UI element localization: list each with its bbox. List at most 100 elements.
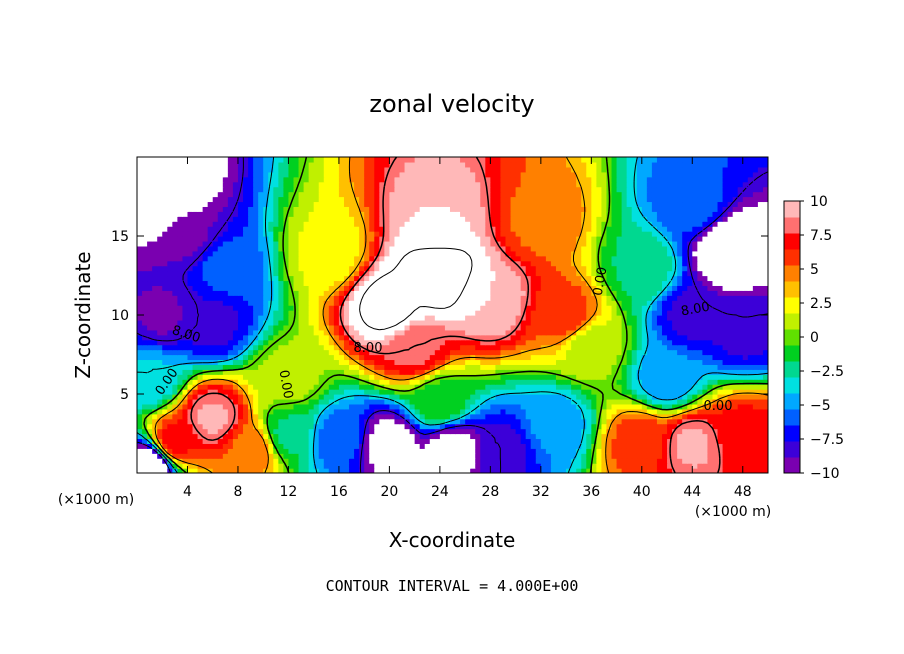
field-cell <box>672 359 678 365</box>
field-cell <box>520 438 527 444</box>
field-cell <box>752 394 759 400</box>
field-cell <box>495 458 502 464</box>
field-cell <box>414 413 421 420</box>
field-cell <box>667 319 673 326</box>
field-cell <box>667 290 673 296</box>
field-cell <box>520 384 527 390</box>
field-cell <box>258 280 264 286</box>
field-cell <box>581 369 587 375</box>
field-cell <box>641 319 648 326</box>
field-cell <box>555 433 562 440</box>
field-cell <box>525 398 532 405</box>
field-cell <box>747 354 754 361</box>
field-cell <box>510 315 517 321</box>
field-cell <box>641 438 648 444</box>
field-cell <box>217 319 224 326</box>
field-cell <box>611 458 618 464</box>
field-cell <box>505 305 512 311</box>
field-cell <box>323 413 330 420</box>
field-cell <box>485 463 491 469</box>
field-cell <box>722 349 729 356</box>
field-cell <box>434 285 441 291</box>
field-cell <box>414 433 421 440</box>
field-cell <box>273 463 279 469</box>
field-cell <box>444 398 451 405</box>
field-cell <box>470 275 476 282</box>
field-cell <box>525 453 532 459</box>
field-cell <box>692 408 698 415</box>
field-cell <box>656 379 663 385</box>
field-cell <box>677 408 683 415</box>
field-cell <box>162 339 168 346</box>
field-cell <box>187 379 194 385</box>
field-cell <box>374 458 380 464</box>
field-cell <box>581 379 587 385</box>
field-cell <box>354 329 360 336</box>
field-cell <box>717 359 724 365</box>
field-cell <box>429 290 436 296</box>
field-cell <box>449 443 456 449</box>
field-cell <box>697 295 703 301</box>
field-cell <box>677 334 683 341</box>
field-cell <box>500 280 507 286</box>
field-cell <box>535 448 542 454</box>
field-cell <box>727 315 734 321</box>
field-cell <box>354 344 360 351</box>
field-cell <box>364 334 370 341</box>
field-cell <box>278 458 284 464</box>
field-cell <box>248 418 254 425</box>
field-cell <box>475 468 481 473</box>
field-cell <box>525 374 532 380</box>
field-cell <box>237 334 244 341</box>
field-cell <box>530 364 537 370</box>
field-cell <box>561 300 567 306</box>
field-cell <box>359 428 365 435</box>
field-cell <box>162 433 168 440</box>
field-cell <box>429 468 436 473</box>
field-cell <box>500 310 507 316</box>
field-cell <box>475 324 481 331</box>
field-cell <box>374 364 380 370</box>
field-cell <box>752 310 759 316</box>
field-cell <box>606 280 613 286</box>
field-cell <box>202 324 209 331</box>
field-cell <box>586 344 592 351</box>
field-cell <box>535 453 542 459</box>
field-cell <box>545 290 552 296</box>
field-cell <box>707 463 714 469</box>
field-cell <box>677 374 683 380</box>
field-cell <box>318 344 325 351</box>
field-cell <box>354 443 360 449</box>
field-cell <box>379 359 385 365</box>
field-cell <box>212 310 219 316</box>
field-cell <box>530 349 537 356</box>
field-cell <box>192 389 199 395</box>
field-cell <box>732 310 739 316</box>
field-cell <box>369 305 375 311</box>
field-cell <box>480 324 486 331</box>
field-cell <box>535 305 542 311</box>
field-cell <box>283 384 290 390</box>
field-cell <box>752 403 759 410</box>
field-cell <box>333 339 340 346</box>
field-cell <box>475 319 481 326</box>
field-cell <box>197 438 204 444</box>
field-cell <box>722 305 729 311</box>
field-cell <box>399 448 406 454</box>
field-cell <box>288 438 295 444</box>
field-cell <box>258 300 264 306</box>
field-cell <box>243 310 249 316</box>
field-cell <box>439 295 446 301</box>
field-cell <box>389 418 396 425</box>
field-cell <box>480 364 486 370</box>
field-cell <box>212 443 219 449</box>
field-cell <box>222 280 229 286</box>
field-cell <box>697 315 703 321</box>
field-cell <box>651 285 658 291</box>
field-cell <box>510 305 517 311</box>
field-cell <box>626 305 633 311</box>
field-cell <box>338 359 345 365</box>
field-cell <box>333 418 340 425</box>
field-cell <box>525 438 532 444</box>
field-cell <box>147 463 153 469</box>
